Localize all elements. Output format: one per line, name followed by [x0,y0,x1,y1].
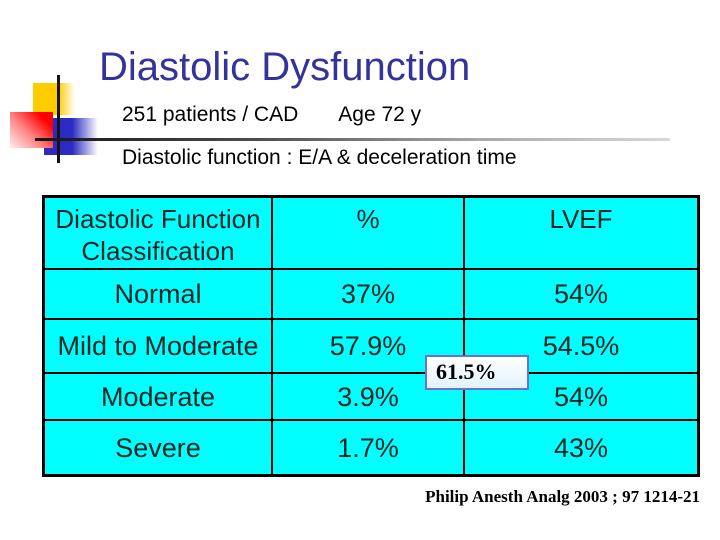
table-cell-classification: Moderate [45,374,271,419]
decoration-yellow-square [33,83,75,115]
table-cell-lvef: 43% [465,421,697,474]
citation-text: Philip Anesth Analg 2003 ; 97 1214-21 [425,487,700,506]
callout-box: 61.5% [425,355,529,390]
decoration-vertical-line [57,75,60,163]
table-cell-percent: 3.9% [273,374,463,419]
callout-value: 61.5% [436,359,497,384]
table-cell-classification: Normal [45,270,271,318]
age-text: Age 72 y [338,103,422,126]
header-divider-line [35,138,670,141]
table-cell-percent: 1.7% [273,421,463,474]
results-table: Diastolic Function Classification % LVEF… [42,195,700,477]
column-header-lvef: LVEF [465,198,697,268]
slide-title: Diastolic Dysfunction [99,45,471,89]
table-cell-lvef: 54% [465,270,697,318]
table-cell-classification: Mild to Moderate [45,320,271,372]
decoration-blue-square [44,118,98,155]
table-cell-classification: Severe [45,421,271,474]
patients-text: 251 patients / CAD [122,103,299,126]
decoration-red-square [10,112,53,148]
column-header-classification: Diastolic Function Classification [45,198,271,268]
subheading-text: Diastolic function : E/A & deceleration … [122,146,517,169]
table-cell-percent: 37% [273,270,463,318]
subtitle-row: 251 patients / CAD Age 72 y [122,103,421,127]
column-header-percent: % [273,198,463,268]
